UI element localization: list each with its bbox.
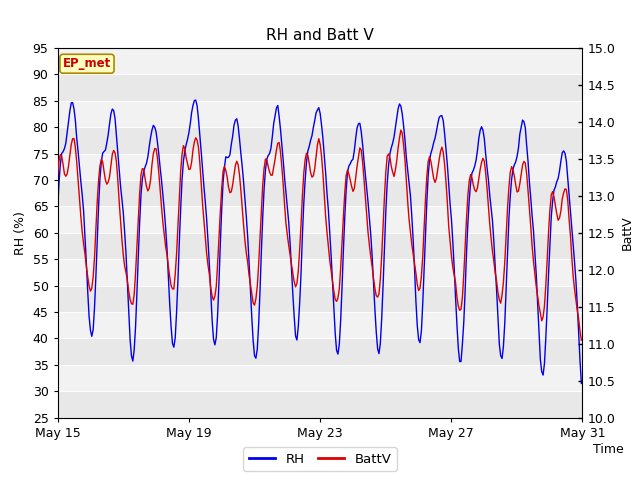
Bar bbox=[58, 48, 582, 74]
Bar bbox=[58, 101, 582, 127]
Legend: RH, BattV: RH, BattV bbox=[243, 447, 397, 471]
Bar bbox=[58, 365, 582, 391]
Bar bbox=[58, 206, 582, 233]
Y-axis label: RH (%): RH (%) bbox=[14, 211, 27, 255]
Text: EP_met: EP_met bbox=[63, 57, 111, 70]
Y-axis label: BattV: BattV bbox=[621, 216, 634, 250]
Bar bbox=[58, 312, 582, 338]
X-axis label: Time: Time bbox=[593, 444, 624, 456]
Bar bbox=[58, 154, 582, 180]
Title: RH and Batt V: RH and Batt V bbox=[266, 28, 374, 43]
Bar bbox=[58, 259, 582, 286]
